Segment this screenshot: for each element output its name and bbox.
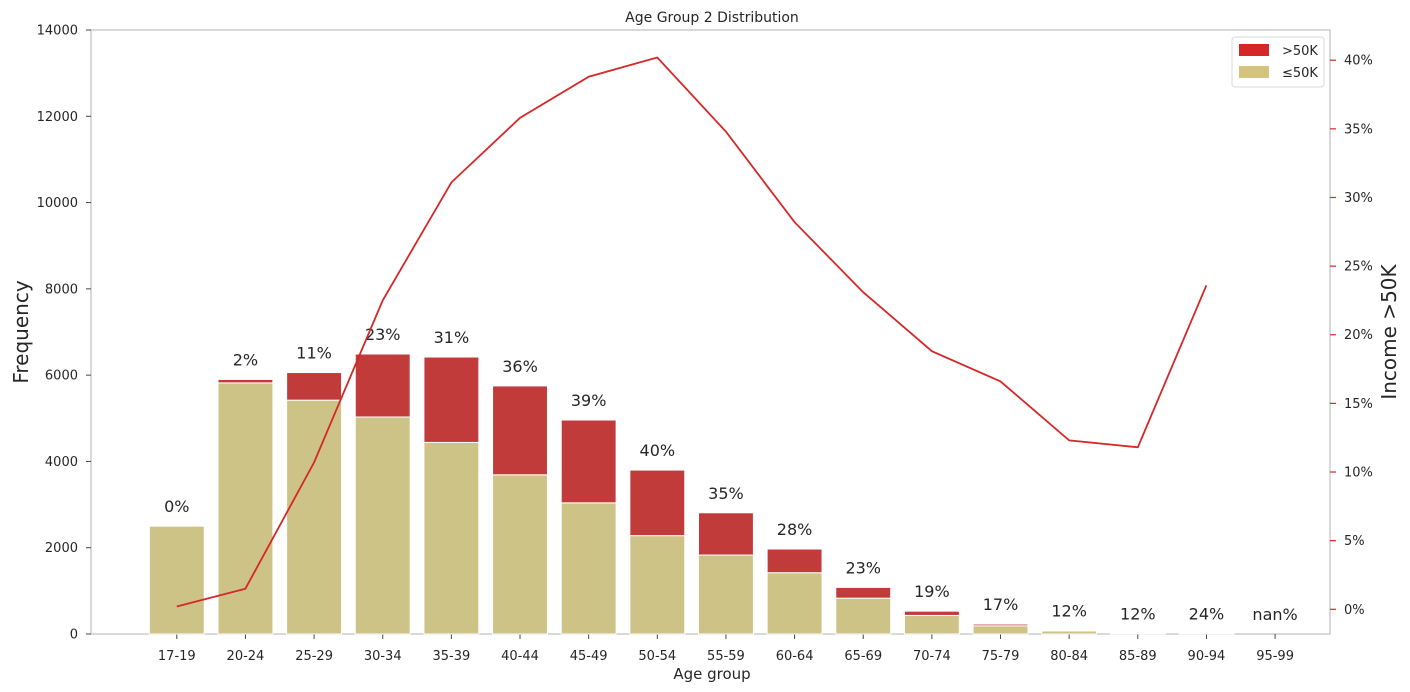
income-line: [176, 56, 1208, 608]
y2-tick-label: 5%: [1344, 534, 1365, 549]
x-tick-label: 75-79: [982, 649, 1020, 664]
bar-le50k: [560, 502, 617, 635]
bar-percent-label: 31%: [434, 328, 470, 347]
y2-tick-label: 25%: [1344, 260, 1373, 275]
bar-percent-label: 12%: [1051, 602, 1087, 621]
y-tick-label: 0: [70, 628, 78, 643]
bar-gt50k: [766, 548, 823, 574]
x-tick-label: 17-19: [158, 649, 196, 664]
bar-le50k: [629, 535, 686, 635]
bar-le50k: [492, 474, 548, 635]
bar-gt50k: [629, 469, 686, 537]
bar-percent-label: 28%: [777, 520, 813, 539]
x-tick-label: 30-34: [364, 649, 402, 664]
bar-le50k: [697, 554, 754, 635]
x-tick-label: 90-94: [1188, 649, 1226, 664]
x-tick-label: 70-74: [913, 649, 951, 664]
bar-gt50k: [492, 385, 548, 476]
y-tick-label: 8000: [45, 282, 78, 297]
bar-gt50k: [354, 353, 411, 418]
bar-gt50k: [286, 372, 343, 401]
bar-percent-label: nan%: [1252, 605, 1297, 624]
bar-percent-label: 12%: [1120, 604, 1156, 623]
y-tick-label: 2000: [45, 541, 78, 556]
bar-le50k: [423, 441, 480, 635]
bar-le50k: [354, 416, 411, 635]
x-tick-label: 50-54: [638, 649, 676, 664]
y2-tick-label: 30%: [1344, 191, 1373, 206]
x-tick-label: 65-69: [844, 649, 882, 664]
bar-gt50k: [423, 356, 480, 443]
bar-percent-label: 35%: [708, 484, 744, 503]
bar-percent-label: 19%: [914, 582, 950, 601]
x-tick-label: 45-49: [570, 649, 608, 664]
bar-percent-label: 2%: [233, 350, 258, 369]
y-tick-label: 12000: [37, 110, 78, 125]
bar-le50k: [903, 614, 960, 635]
x-tick-label: 60-64: [776, 649, 814, 664]
bar-le50k: [972, 625, 1029, 635]
bar-percent-label: 36%: [502, 357, 538, 376]
y-tick-label: 4000: [45, 455, 78, 470]
x-tick-label: 55-59: [707, 649, 745, 664]
bar-le50k: [766, 572, 823, 635]
legend-label: ≤50K: [1282, 66, 1318, 81]
bar-gt50k: [835, 586, 892, 599]
x-tick-label: 25-29: [295, 649, 333, 664]
bar-percent-label: 39%: [571, 391, 607, 410]
bar-gt50k: [217, 378, 274, 384]
x-axis-title: Age group: [673, 665, 750, 683]
bar-le50k: [217, 382, 274, 635]
chart-title: Age Group 2 Distribution: [625, 10, 799, 26]
x-tick-label: 20-24: [227, 649, 265, 664]
bar-percent-label: 17%: [983, 595, 1019, 614]
y2-tick-label: 20%: [1344, 328, 1373, 343]
bar-percent-label: 24%: [1189, 604, 1225, 623]
plot-area: 0 2000 4000 6000 8000 10000 12000 14000 0% 5% 10% 1…: [37, 24, 1373, 665]
legend-swatch: [1239, 44, 1269, 56]
y-axis-title: Frequency: [9, 280, 33, 383]
bar-percent-label: 40%: [640, 441, 676, 460]
x-tick-label: 40-44: [501, 649, 539, 664]
bar-gt50k: [972, 623, 1029, 627]
y2-tick-label: 35%: [1344, 122, 1373, 137]
bar-percent-label: 11%: [296, 344, 332, 363]
bar-gt50k: [697, 512, 754, 556]
bar-percent-label: 0%: [164, 497, 189, 516]
legend-swatch: [1239, 66, 1269, 78]
y-tick-label: 6000: [45, 369, 78, 384]
y2-axis-title: Income >50K: [1377, 263, 1401, 399]
bar-gt50k: [560, 419, 617, 504]
y2-tick-label: 15%: [1344, 397, 1373, 412]
y2-tick-label: 10%: [1344, 466, 1373, 481]
bar-le50k: [835, 597, 892, 635]
y2-tick-label: 0%: [1344, 603, 1365, 618]
y2-tick-label: 40%: [1344, 54, 1373, 69]
bar-percent-label: 23%: [845, 558, 881, 577]
legend: >50K ≤50K: [1231, 36, 1325, 88]
x-tick-label: 35-39: [432, 649, 470, 664]
bar-le50k: [286, 399, 343, 635]
bar-gt50k: [903, 610, 960, 616]
y-tick-label: 10000: [37, 196, 78, 211]
bar-percent-label: 23%: [365, 325, 401, 344]
x-tick-label: 85-89: [1119, 649, 1157, 664]
x-tick-label: 80-84: [1050, 649, 1088, 664]
legend-label: >50K: [1282, 44, 1318, 59]
x-tick-label: 95-99: [1256, 649, 1294, 664]
bar-le50k: [148, 525, 205, 635]
y-tick-label: 14000: [37, 24, 78, 39]
